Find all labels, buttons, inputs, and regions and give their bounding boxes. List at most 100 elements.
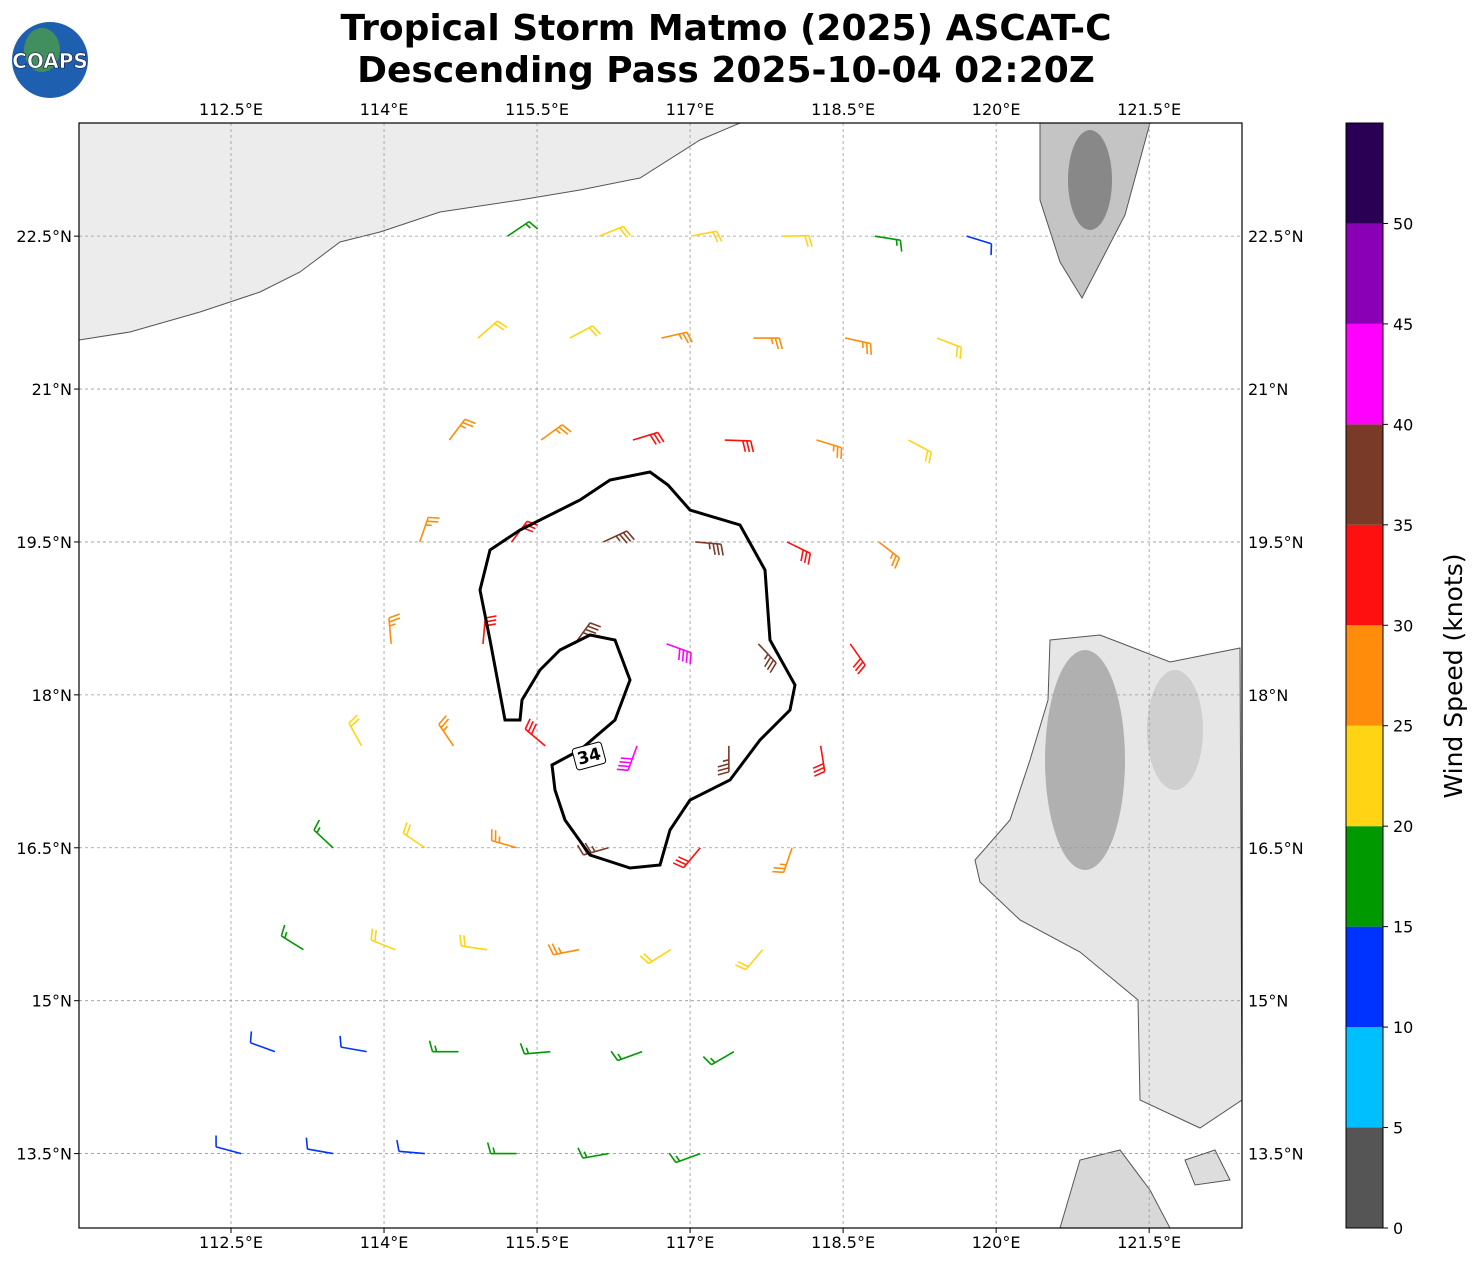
island: [1184, 1149, 1231, 1186]
y-tick-label: 21°N: [32, 380, 72, 399]
wind-barb: [757, 643, 777, 674]
wind-barb: [724, 439, 755, 453]
wind-barb: [908, 439, 933, 464]
wind-barb: [844, 337, 873, 355]
colorbar-tick-label: 20: [1393, 817, 1413, 836]
wind-barb: [428, 1040, 459, 1053]
wind-barb: [524, 718, 546, 747]
wind-barb: [666, 643, 692, 665]
wind-barb: [569, 325, 602, 339]
wind-barb: [632, 431, 665, 445]
wind-barb: [339, 1035, 367, 1053]
luzon-mountains: [1147, 670, 1203, 790]
x-tick-label: 115.5°E: [505, 100, 569, 119]
map: 112.5°E 112.5°E 114°E 114°E 115.5°E 115.5°E 11…: [16, 100, 1303, 1252]
colorbar-segment: [1346, 725, 1383, 827]
colorbar-segment: [1346, 826, 1383, 927]
map-background: [79, 123, 1242, 1228]
y-tick-label: 13.5°N: [16, 1145, 72, 1164]
x-tick-label: 115.5°E: [505, 1233, 569, 1252]
wind-barb: [610, 1050, 643, 1062]
wind-barb: [661, 331, 693, 344]
wind-barb: [459, 934, 488, 951]
colorbar-tick-label: 0: [1393, 1219, 1403, 1238]
taiwan-mountains: [1068, 130, 1112, 230]
wind-barb: [448, 418, 476, 441]
wind-barb: [874, 235, 903, 252]
wind-barb: [936, 337, 963, 359]
colorbar: 0 5 10 15 20 25 30 35 40 45 50: [1345, 122, 1413, 1238]
colorbar-tick-label: 50: [1393, 214, 1413, 233]
wind-barb: [313, 819, 334, 849]
x-tick-label: 120°E: [972, 1233, 1021, 1252]
wind-barb: [388, 613, 401, 644]
wind-barb: [598, 225, 631, 238]
contour-34kt: [478, 470, 797, 870]
wind-barb: [786, 541, 812, 565]
wind-barb: [402, 822, 426, 849]
y-tick-label: 22.5°N: [16, 227, 72, 246]
wind-barb: [639, 949, 672, 965]
wind-barb: [215, 1135, 242, 1155]
x-tick-label: 117°E: [666, 1233, 715, 1252]
x-tick-label: 112.5°E: [199, 1233, 263, 1252]
wind-barb: [348, 714, 363, 747]
colorbar-tick-label: 45: [1393, 315, 1413, 334]
wind-barb: [370, 928, 396, 951]
wind-barb: [616, 745, 638, 772]
island: [1059, 1149, 1171, 1228]
luzon-mountains: [1045, 650, 1125, 870]
wind-barb: [878, 541, 901, 569]
contour-label-box: [571, 741, 607, 771]
wind-barb: [396, 1139, 425, 1155]
wind-barb: [486, 1142, 517, 1155]
colorbar-tick-label: 25: [1393, 717, 1413, 736]
y-tick-label: 16.5°N: [16, 839, 72, 858]
logo-text: COAPS: [12, 49, 88, 73]
colorbar-tick-label: 5: [1393, 1119, 1403, 1138]
colorbar-segment: [1346, 625, 1383, 726]
y-tick-label: 19.5°N: [16, 533, 72, 552]
wind-barb: [577, 1147, 609, 1159]
colorbar-tick-label: 40: [1393, 415, 1413, 434]
x-tick-label: 118.5°E: [811, 1233, 875, 1252]
x-tick-label: 114°E: [360, 100, 409, 119]
wind-barb: [507, 220, 539, 237]
map-frame: [78, 122, 1243, 1229]
x-tick-label: 121.5°E: [1117, 1233, 1181, 1252]
wind-barbs: [215, 220, 993, 1164]
y-tick-label: 15°N: [1248, 992, 1288, 1011]
wind-barb: [280, 924, 304, 951]
y-tick-label: 13.5°N: [1248, 1145, 1304, 1164]
y-tick-label: 18°N: [1248, 686, 1288, 705]
wind-barb: [695, 541, 724, 556]
wind-barb: [717, 745, 730, 776]
y-tick-label: 15°N: [32, 992, 72, 1011]
wind-barb: [305, 1137, 334, 1155]
wind-barb: [668, 1152, 701, 1164]
wind-barb: [702, 1050, 735, 1066]
wind-barb: [438, 715, 455, 747]
colorbar-label: Wind Speed (knots): [1439, 553, 1468, 798]
wind-barb: [816, 439, 843, 460]
china-coast: [79, 123, 741, 341]
wind-barb: [772, 847, 793, 874]
y-tick-label: 19.5°N: [1248, 533, 1304, 552]
x-tick-label: 118.5°E: [811, 100, 875, 119]
wind-barb: [477, 320, 508, 339]
colorbar-segment: [1346, 926, 1383, 1028]
colorbar-segment: [1346, 1027, 1383, 1128]
title-line: Descending Pass 2025-10-04 02:20Z: [357, 50, 1095, 91]
wind-barb: [782, 234, 813, 247]
wind-barb: [490, 829, 517, 849]
wind-barb: [812, 745, 826, 777]
wind-barb: [849, 643, 866, 675]
x-tick-label: 121.5°E: [1117, 100, 1181, 119]
x-tick-label: 114°E: [360, 1233, 409, 1252]
wind-barb: [735, 949, 764, 971]
y-tick-label: 21°N: [1248, 380, 1288, 399]
wind-barb: [966, 235, 993, 256]
land: [79, 123, 1242, 1228]
wind-barb: [547, 943, 580, 956]
wind-barb: [482, 615, 497, 644]
